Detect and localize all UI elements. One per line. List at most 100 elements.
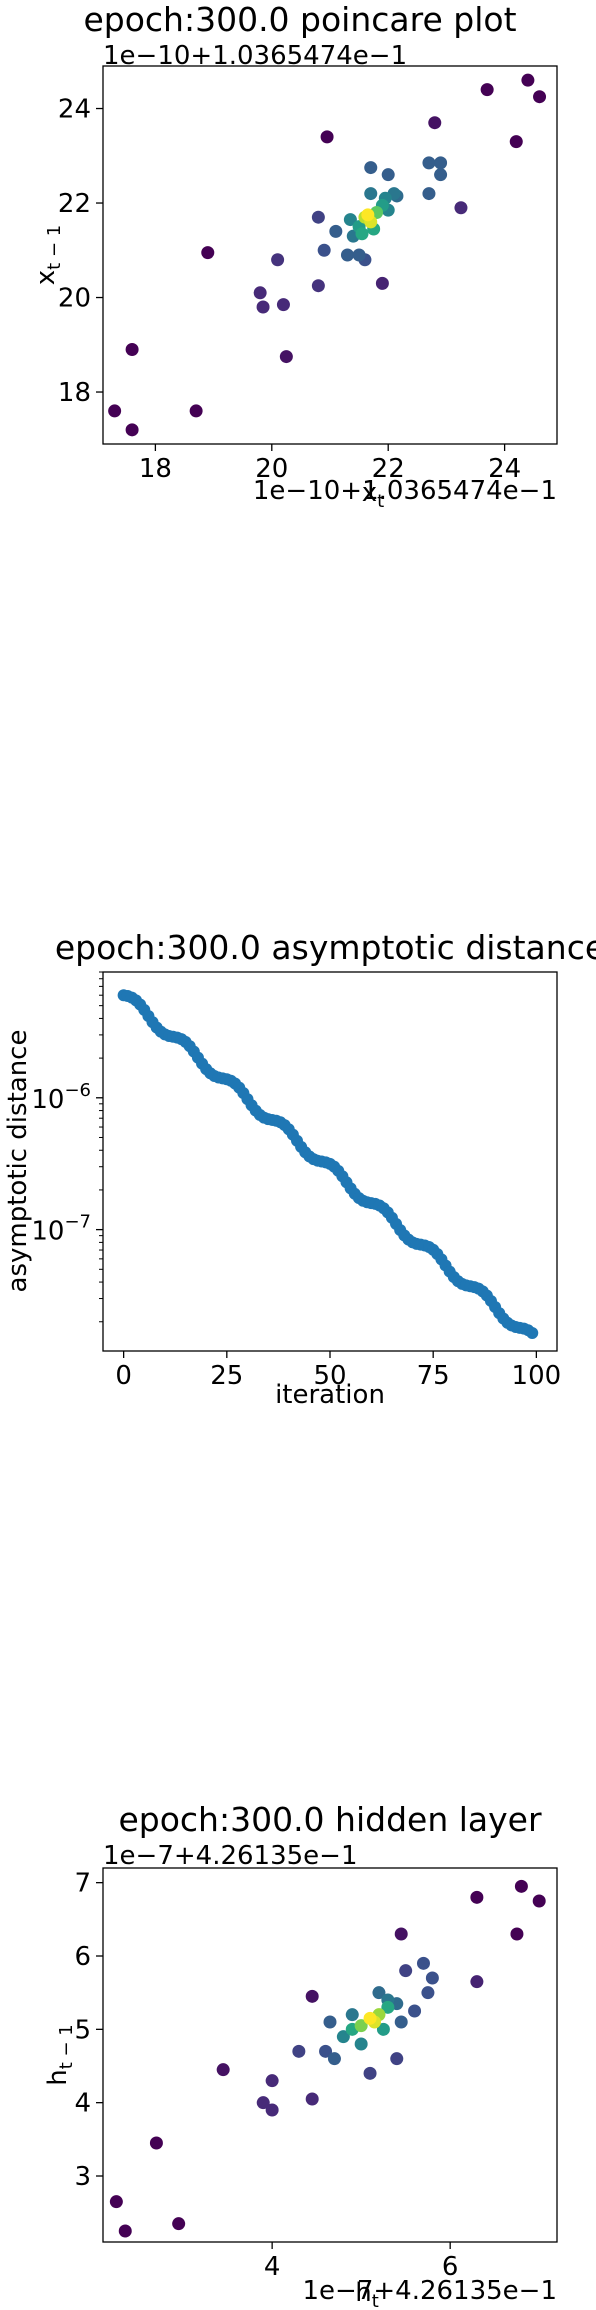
y-tick-label: 22	[58, 189, 91, 219]
scatter-point	[340, 248, 354, 262]
hidden-layer-chart: epoch:300.0 hidden layer 1e−7+4.26135e−1…	[43, 1800, 558, 2310]
y-axis-label: asymptotic distance	[3, 1030, 33, 1293]
scatter-point	[354, 2019, 368, 2033]
plot-area	[117, 989, 539, 1339]
scatter-point	[319, 2044, 333, 2058]
chart-title: epoch:300.0 hidden layer	[118, 1800, 541, 1839]
scatter-point	[434, 156, 448, 170]
scatter-point	[354, 2037, 368, 2051]
y-tick-label: 18	[58, 378, 91, 408]
scatter-point	[421, 1986, 435, 2000]
scatter-point	[253, 286, 267, 300]
x-tick-label: 75	[417, 1361, 450, 1391]
chart-title: epoch:300.0 asymptotic distance	[55, 928, 596, 967]
scatter-point	[216, 2063, 230, 2077]
scatter-point	[317, 243, 331, 257]
y-tick-label: 24	[58, 95, 91, 125]
scatter-point	[108, 404, 122, 418]
scatter-point	[320, 130, 334, 144]
axes-frame	[102, 1867, 558, 2243]
scatter-point	[189, 404, 203, 418]
scatter-point	[376, 2022, 390, 2036]
scatter-point	[375, 276, 389, 290]
scatter-point	[271, 253, 285, 267]
x-tick-label: 24	[488, 454, 521, 484]
scatter-point	[381, 168, 395, 182]
scatter-point	[361, 208, 375, 222]
y-tick-label: 10−7	[31, 1212, 91, 1247]
scatter-point	[428, 116, 442, 130]
y-tick-label: 5	[74, 2015, 91, 2045]
plot-area	[108, 73, 547, 437]
scatter-point	[329, 224, 343, 238]
scatter-point	[125, 343, 139, 356]
scatter-point	[355, 227, 369, 241]
y-tick-label: 6	[74, 1942, 91, 1972]
scatter-point	[256, 300, 270, 314]
scatter-point	[381, 2000, 395, 2014]
scatter-point	[125, 423, 139, 437]
scatter-point	[514, 1879, 528, 1893]
y-tick-label: 10−6	[31, 1080, 91, 1115]
scatter-point	[364, 187, 378, 201]
scatter-point	[532, 1894, 546, 1908]
scatter-point	[533, 90, 547, 104]
x-tick-label: 4	[264, 2252, 281, 2282]
scatter-point	[305, 2092, 319, 2106]
scatter-point	[422, 187, 436, 201]
scatter-point	[256, 2096, 270, 2110]
x-tick-label: 25	[210, 1361, 243, 1391]
scatter-point	[279, 350, 293, 364]
scatter-point	[364, 161, 378, 175]
y-tick-label: 20	[58, 284, 91, 314]
y-axis-label: ht − 1	[43, 2024, 77, 2086]
x-tick-label: 0	[115, 1361, 132, 1391]
y-tick-label: 3	[74, 2162, 91, 2192]
scatter-point	[172, 2217, 186, 2231]
scatter-point	[422, 156, 436, 170]
scatter-point	[323, 2015, 337, 2029]
y-offset-label: 1e−7+4.26135e−1	[103, 1841, 358, 1871]
scatter-point	[399, 1964, 413, 1978]
scatter-point	[408, 2004, 422, 2018]
scatter-point	[292, 2044, 306, 2058]
scatter-point	[470, 1975, 484, 1989]
scatter-point	[305, 1989, 319, 2003]
scatter-point	[509, 135, 523, 149]
x-axis-label: iteration	[275, 1380, 385, 1410]
scatter-point	[470, 1890, 484, 1904]
scatter-point	[201, 246, 215, 260]
scatter-point	[311, 210, 325, 224]
scatter-point	[311, 279, 325, 293]
scatter-point	[521, 73, 535, 87]
x-tick-label: 50	[313, 1361, 346, 1391]
scatter-point	[454, 201, 468, 215]
x-offset-label: 1e−7+4.26135e−1	[303, 2276, 558, 2306]
x-tick-label: 22	[372, 454, 405, 484]
y-axis-label: xt − 1	[31, 225, 65, 285]
scatter-point	[265, 2103, 279, 2117]
x-tick-label: 6	[442, 2252, 459, 2282]
x-offset-label: 1e−10+1.0365474e−1	[253, 476, 557, 506]
scatter-point	[276, 298, 290, 312]
scatter-point	[352, 248, 366, 262]
scatter-point	[372, 1986, 386, 2000]
scatter-point	[416, 1956, 430, 1970]
scatter-point	[265, 2074, 279, 2088]
scatter-point	[394, 2015, 408, 2029]
scatter-point	[510, 1927, 524, 1941]
axes-frame	[102, 65, 558, 445]
scatter-point	[390, 2052, 404, 2066]
y-tick-label: 4	[74, 2089, 91, 2119]
x-tick-label: 20	[255, 454, 288, 484]
poincare-plot-chart: epoch:300.0 poincare plot 1e−10+1.036547…	[31, 0, 558, 512]
scatter-point	[336, 2030, 350, 2044]
chart-title: epoch:300.0 poincare plot	[83, 0, 516, 39]
scatter-point	[345, 2008, 359, 2022]
x-tick-label: 18	[139, 454, 172, 484]
scatter-point	[425, 1971, 439, 1985]
y-tick-label: 7	[74, 1869, 91, 1899]
plot-area	[109, 1879, 546, 2238]
asymptotic-distance-chart: epoch:300.0 asymptotic distance iteratio…	[3, 928, 596, 1410]
x-tick-label: 100	[512, 1361, 562, 1391]
